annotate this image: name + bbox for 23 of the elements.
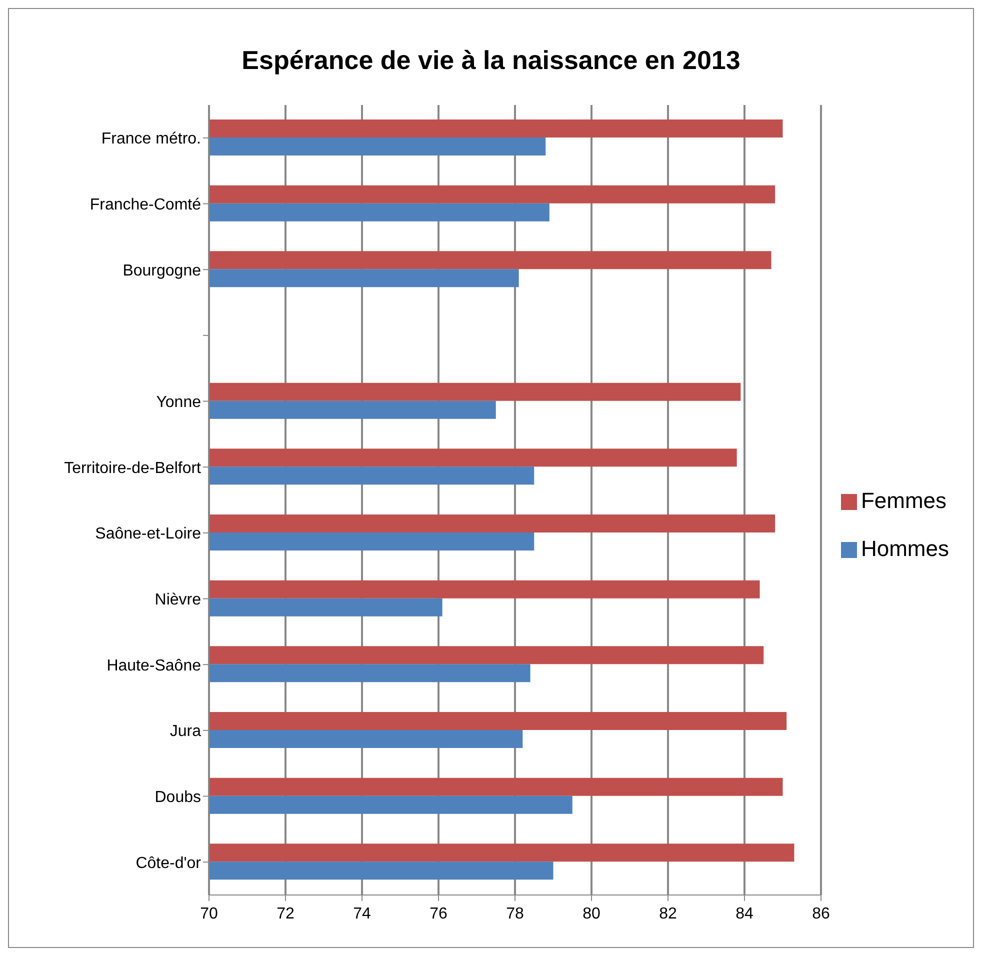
y-tick-label: Haute-Saône — [106, 657, 202, 674]
x-tick-label: 72 — [276, 905, 294, 922]
y-tick-label: Doubs — [154, 788, 201, 806]
x-tick-label: 76 — [430, 905, 448, 922]
y-tick-label: Nièvre — [154, 591, 202, 608]
y-tick-label: Côte-d'or — [136, 854, 202, 872]
legend-label: Femmes — [860, 488, 947, 513]
chart-title: Espérance de vie à la naissance en 2013 — [240, 44, 742, 77]
x-tick-label: 82 — [659, 905, 677, 922]
x-tick-label: 84 — [736, 905, 754, 922]
x-tick-label: 80 — [582, 905, 600, 922]
x-tick-label: 70 — [200, 905, 218, 922]
y-tick-label: Saône-et-Loire — [95, 526, 202, 543]
y-tick-label: Yonne — [156, 394, 202, 411]
y-tick-label: Territoire-de-Belfort — [64, 460, 202, 477]
y-tick-label: France métro. — [101, 130, 201, 148]
x-tick-label: 86 — [812, 905, 830, 922]
x-tick-label: 74 — [353, 905, 371, 922]
x-tick-label: 78 — [506, 905, 524, 922]
y-tick-label: Bourgogne — [122, 262, 202, 280]
y-tick-label: Franche-Comté — [90, 196, 202, 214]
legend-label: Hommes — [860, 536, 949, 561]
y-tick-label: Jura — [170, 723, 202, 740]
